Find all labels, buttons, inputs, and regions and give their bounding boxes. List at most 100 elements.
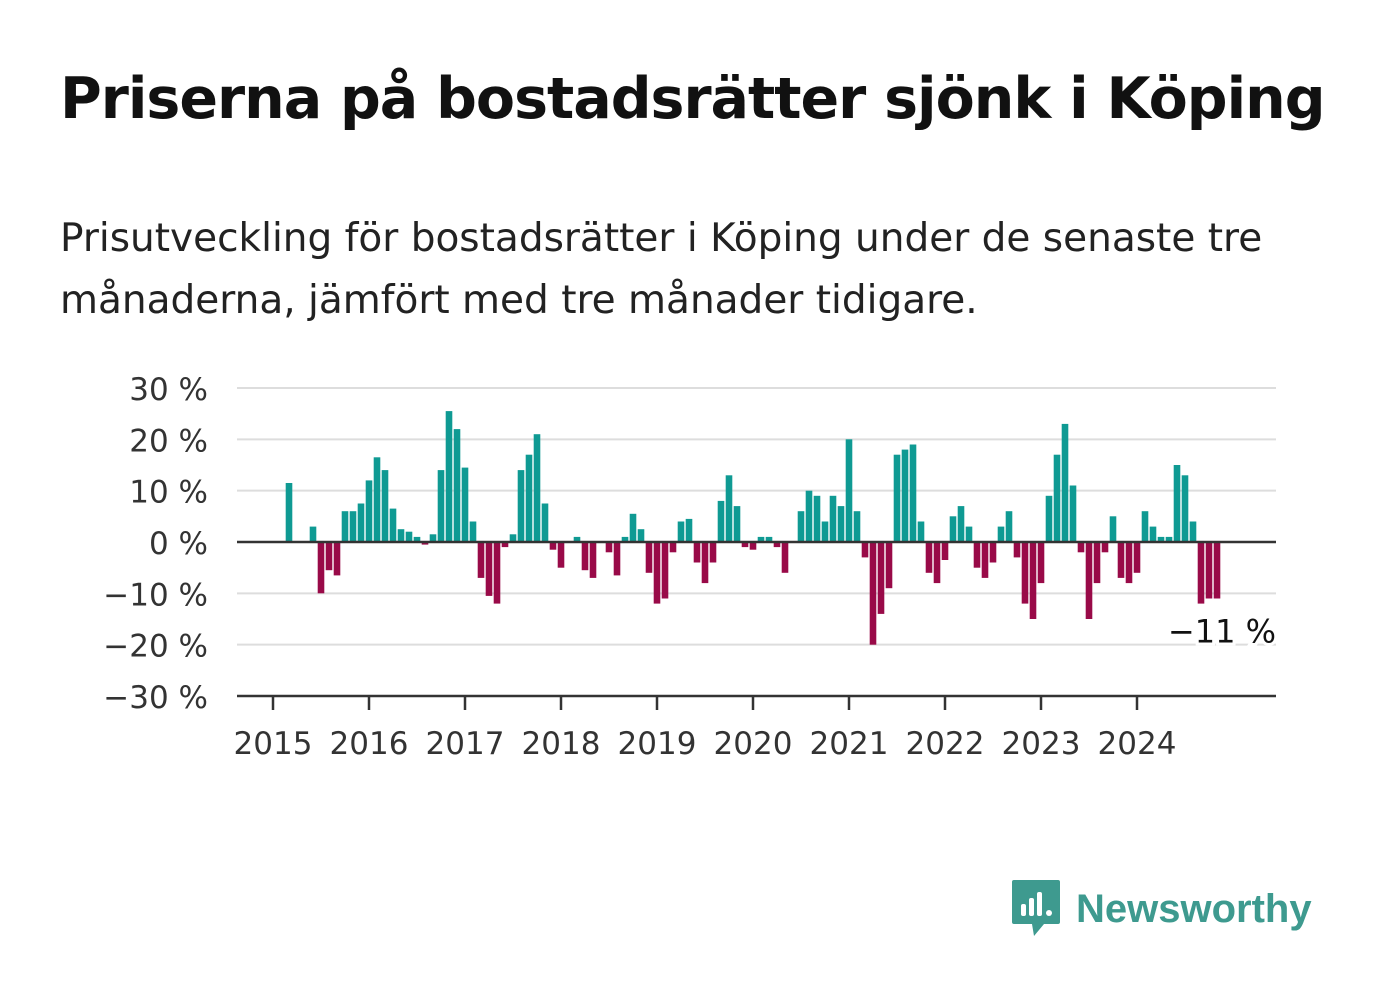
x-tick-label: 2021	[810, 726, 889, 762]
bar	[373, 457, 381, 542]
bar	[589, 542, 597, 578]
gridlines	[237, 387, 1276, 646]
bar	[1045, 495, 1053, 542]
bar	[333, 542, 341, 576]
bar	[997, 526, 1005, 542]
bar	[773, 542, 781, 548]
bar	[813, 495, 821, 542]
bar	[757, 536, 765, 542]
bar	[1085, 542, 1093, 619]
bar	[605, 542, 613, 553]
bar	[581, 542, 589, 571]
bar	[1005, 511, 1013, 542]
bar	[549, 542, 557, 550]
bar	[509, 534, 517, 542]
bar	[733, 506, 741, 542]
bar	[885, 542, 893, 589]
bar	[653, 542, 661, 604]
bar	[341, 511, 349, 542]
bar	[989, 542, 997, 563]
bar	[405, 531, 413, 542]
bar	[1181, 475, 1189, 542]
x-tick-label: 2019	[618, 726, 697, 762]
bar	[1021, 542, 1029, 604]
bar	[525, 454, 533, 542]
bar	[805, 490, 813, 542]
bar	[941, 542, 949, 560]
bar	[621, 536, 629, 542]
bar	[957, 506, 965, 542]
y-tick-label: 0 %	[149, 526, 208, 562]
y-tick-label: 30 %	[129, 372, 208, 408]
bar	[869, 542, 877, 645]
bar	[1157, 536, 1165, 542]
axes	[237, 540, 1276, 710]
bar	[317, 542, 325, 594]
bar	[493, 542, 501, 604]
y-axis-labels: 30 % 20 % 10 % 0 % −10 % −20 % −30 %	[103, 372, 208, 716]
x-tick-label: 2024	[1098, 726, 1177, 762]
bar	[981, 542, 989, 578]
bar	[365, 480, 373, 542]
bar	[1133, 542, 1141, 573]
bar	[1029, 542, 1037, 619]
x-tick-label: 2023	[1002, 726, 1081, 762]
brand-name: Newsworthy	[1076, 886, 1312, 931]
bar	[765, 536, 773, 542]
bar	[741, 542, 749, 548]
bar	[1109, 516, 1117, 542]
bar	[677, 521, 685, 542]
bar	[485, 542, 493, 596]
bar	[877, 542, 885, 614]
x-tick-label: 2015	[234, 726, 313, 762]
bar	[661, 542, 669, 599]
bar	[461, 467, 469, 542]
bar	[901, 449, 909, 542]
y-tick-label: −30 %	[103, 680, 208, 716]
bar	[381, 470, 389, 542]
x-tick-label: 2022	[906, 726, 985, 762]
x-tick-label: 2020	[714, 726, 793, 762]
bar	[429, 534, 437, 542]
bar	[909, 444, 917, 542]
bar	[1125, 542, 1133, 584]
bar	[541, 503, 549, 542]
bar	[781, 542, 789, 573]
bar	[925, 542, 933, 573]
bar	[701, 542, 709, 584]
bar	[1165, 536, 1173, 542]
bar	[717, 500, 725, 542]
bar	[725, 475, 733, 542]
bar	[1149, 526, 1157, 542]
bar	[413, 536, 421, 542]
newsworthy-logo-icon	[1012, 880, 1060, 936]
bar	[1101, 542, 1109, 553]
bar	[573, 536, 581, 542]
bar	[1117, 542, 1125, 578]
bar	[357, 503, 365, 542]
bar	[629, 513, 637, 542]
bar	[949, 516, 957, 542]
bar	[1053, 454, 1061, 542]
x-tick-label: 2017	[426, 726, 505, 762]
bar	[973, 542, 981, 568]
bar	[1077, 542, 1085, 553]
bar	[821, 521, 829, 542]
bar	[1093, 542, 1101, 584]
bar	[861, 542, 869, 558]
bar	[933, 542, 941, 584]
bar	[1141, 511, 1149, 542]
bar	[1061, 423, 1069, 542]
bar	[1037, 542, 1045, 584]
y-tick-label: −10 %	[103, 577, 208, 613]
bar	[837, 506, 845, 542]
bar	[637, 529, 645, 542]
bar	[469, 521, 477, 542]
x-axis-labels: 2015 2016 2017 2018 2019 2020 2021 2022 2023 2024	[234, 726, 1177, 762]
bar	[1197, 542, 1205, 604]
annotations: −11 %	[1165, 609, 1279, 653]
bar	[797, 511, 805, 542]
x-tick-label: 2016	[330, 726, 409, 762]
bar	[965, 526, 973, 542]
